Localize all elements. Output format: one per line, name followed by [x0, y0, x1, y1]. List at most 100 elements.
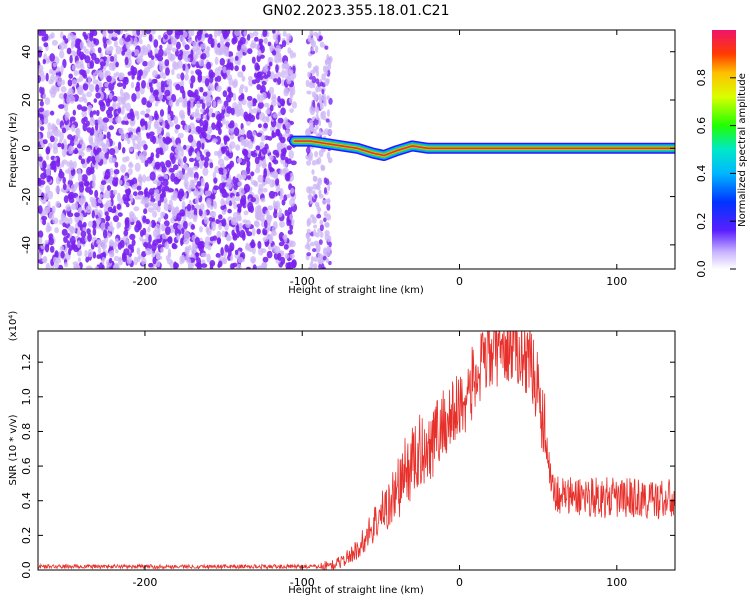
noise-dot: [222, 70, 228, 80]
noise-dot: [132, 30, 138, 37]
noise-dot: [284, 253, 290, 260]
noise-dot: [156, 126, 161, 136]
noise-dot: [100, 64, 104, 70]
noise-dot: [108, 156, 115, 164]
noise-dot: [225, 181, 233, 190]
noise-dot: [228, 144, 233, 153]
noise-dot: [219, 187, 226, 194]
noise-dot: [147, 60, 153, 70]
noise-dot: [206, 46, 211, 52]
noise-dot: [124, 218, 129, 226]
noise-dot: [289, 253, 295, 259]
noise-dot: [99, 262, 103, 269]
noise-dot: [122, 80, 127, 90]
noise-dot: [257, 49, 262, 57]
noise-dot: [229, 133, 235, 140]
noise-dot: [267, 70, 271, 78]
noise-dot: [133, 206, 140, 212]
noise-dot: [192, 41, 199, 47]
noise-dot: [206, 227, 212, 236]
noise-dot: [106, 49, 113, 55]
noise-dot: [121, 147, 126, 154]
noise-dot: [39, 180, 46, 185]
noise-dot: [239, 136, 245, 144]
x-tick-label: 100: [606, 576, 627, 589]
noise-dot: [282, 167, 289, 174]
noise-dot: [318, 129, 322, 136]
noise-dot: [155, 164, 161, 170]
noise-dot: [42, 58, 46, 65]
noise-dot: [99, 194, 103, 199]
noise-dot: [60, 212, 65, 221]
noise-dot: [161, 225, 167, 232]
snr-y-label: SNR (10 * v/v): [8, 414, 19, 485]
noise-dot: [52, 217, 59, 225]
noise-dot: [262, 159, 267, 165]
noise-dot: [79, 137, 84, 145]
noise-dot: [144, 200, 150, 209]
noise-dot: [225, 94, 232, 103]
spectrogram-x-label: Height of straight line (km): [288, 285, 424, 296]
noise-dot: [265, 210, 270, 217]
noise-dot: [163, 203, 170, 211]
noise-dot: [260, 134, 266, 142]
noise-dot: [306, 219, 311, 227]
noise-dot: [76, 250, 83, 257]
noise-dot: [209, 85, 215, 92]
spectrogram-y-ticks: -40 -20 0 20 40: [20, 45, 675, 254]
noise-dot: [211, 221, 217, 227]
noise-dot: [128, 218, 133, 223]
noise-dot: [227, 51, 234, 58]
noise-dot: [92, 180, 96, 189]
noise-dot: [184, 73, 189, 81]
noise-dot: [123, 229, 129, 237]
noise-dot: [262, 188, 268, 193]
noise-dot: [112, 205, 117, 213]
noise-dot: [95, 208, 99, 216]
noise-dot: [221, 230, 226, 238]
noise-dot: [190, 224, 195, 230]
snr-frame: [37, 330, 676, 571]
noise-dot: [163, 34, 168, 40]
noise-dot: [70, 183, 77, 192]
snr-y-ticks: 0.0 0.2 0.4 0.6 0.8 1.0 1.2: [20, 353, 675, 579]
noise-dot: [217, 237, 221, 245]
noise-dot: [204, 78, 210, 87]
noise-dot: [268, 161, 272, 171]
noise-dot: [155, 254, 161, 260]
noise-dot: [245, 266, 252, 269]
noise-dot: [142, 215, 147, 223]
noise-dot: [51, 205, 56, 214]
noise-dot: [162, 196, 168, 204]
noise-dot: [206, 253, 211, 263]
noise-dot: [241, 64, 246, 72]
noise-dot: [138, 173, 143, 183]
noise-dot: [307, 71, 311, 78]
noise-dot: [94, 57, 100, 64]
noise-dot: [317, 157, 322, 165]
noise-dot: [54, 250, 59, 258]
noise-dot: [109, 62, 114, 67]
colorbar-tick-label: 0.4: [695, 165, 708, 183]
noise-dot: [104, 170, 111, 179]
noise-dot: [319, 35, 323, 41]
noise-dot: [136, 185, 142, 191]
noise-dot: [251, 102, 257, 107]
noise-dot: [55, 185, 60, 194]
noise-dot: [324, 59, 329, 66]
noise-dot: [240, 108, 244, 117]
noise-dot: [79, 41, 85, 50]
noise-dot: [75, 60, 82, 69]
noise-dot: [287, 261, 292, 269]
noise-dot: [38, 107, 45, 113]
noise-dot: [45, 57, 50, 64]
noise-dot: [89, 83, 95, 93]
snr-x-label: Height of straight line (km): [288, 585, 424, 596]
noise-dot: [52, 146, 59, 154]
noise-dot: [44, 33, 49, 41]
noise-dot: [232, 176, 237, 185]
noise-dot: [81, 106, 88, 112]
noise-dot: [98, 125, 103, 134]
noise-dot: [155, 179, 161, 187]
noise-dot: [312, 107, 317, 113]
